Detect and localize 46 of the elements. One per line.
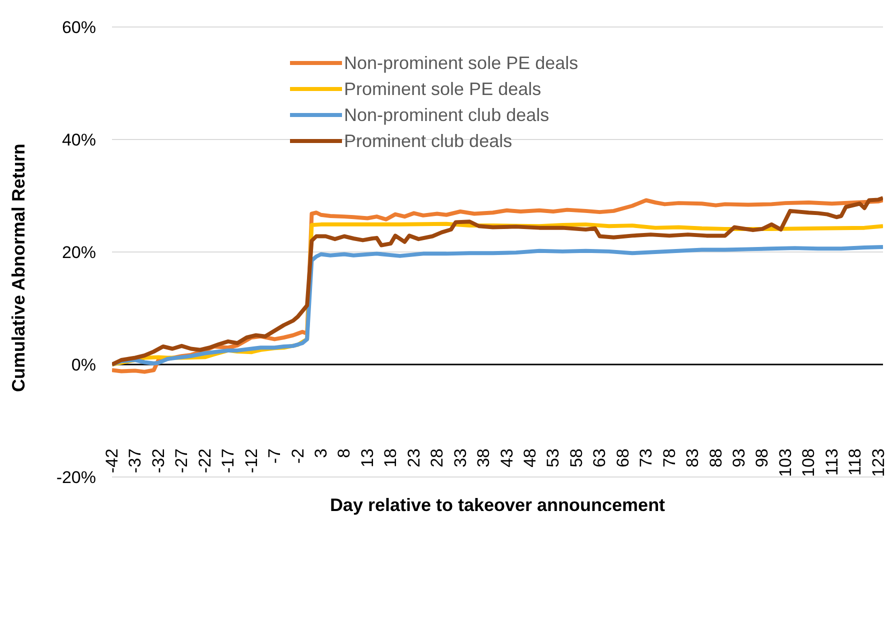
y-tick-label: 20% — [62, 243, 96, 262]
x-tick-label: 43 — [497, 448, 516, 468]
x-tick-label: 123 — [868, 448, 885, 477]
x-axis-title: Day relative to takeover announcement — [330, 495, 666, 515]
x-tick-label: -37 — [126, 448, 145, 474]
x-tick-label: 78 — [660, 448, 679, 468]
x-tick-label: 18 — [381, 448, 400, 468]
x-tick-label: 73 — [636, 448, 656, 468]
x-tick-label: -42 — [102, 448, 122, 474]
x-tick-label: -32 — [148, 448, 168, 474]
x-tick-label: -22 — [195, 448, 214, 474]
x-tick-label: 8 — [334, 448, 354, 458]
x-tick-label: 33 — [450, 448, 470, 468]
x-tick-label: 28 — [428, 448, 447, 468]
x-tick-label: 113 — [822, 448, 842, 476]
legend-label: Prominent sole PE deals — [344, 78, 542, 100]
x-tick-label: 58 — [566, 448, 586, 468]
line-series — [112, 244, 883, 366]
y-tick-label: -20% — [56, 468, 96, 488]
legend-label: Prominent club deals — [344, 130, 512, 152]
x-tick-label: 23 — [404, 448, 424, 468]
x-tick-label: 53 — [544, 448, 563, 468]
x-tick-label: 38 — [474, 448, 494, 468]
x-tick-label: 48 — [520, 448, 540, 468]
x-tick-label: -7 — [265, 448, 284, 464]
y-axis-title: Cumulative Abnormal Return — [8, 144, 28, 392]
y-tick-label: 60% — [62, 18, 96, 38]
x-tick-label: 88 — [706, 448, 726, 468]
y-tick-label: 40% — [62, 130, 96, 150]
x-tick-label: -17 — [218, 448, 238, 474]
x-tick-label: -2 — [288, 448, 308, 464]
x-tick-label: 93 — [730, 448, 749, 468]
x-tick-label: 3 — [312, 448, 331, 458]
legend-label: Non-prominent club deals — [344, 104, 550, 126]
x-tick-label: 98 — [752, 448, 772, 468]
x-tick-label: 118 — [846, 448, 865, 476]
x-tick-label: 83 — [683, 448, 702, 468]
x-tick-label: -12 — [242, 448, 261, 474]
x-tick-label: 13 — [358, 448, 377, 468]
x-tick-label: 108 — [799, 448, 818, 477]
x-tick-label: 68 — [613, 448, 632, 468]
legend-label: Non-prominent sole PE deals — [344, 52, 578, 74]
x-tick-label: 103 — [776, 448, 795, 477]
x-tick-label: -27 — [172, 448, 192, 474]
y-tick-label: 0% — [71, 356, 96, 375]
x-tick-label: 63 — [590, 448, 610, 468]
